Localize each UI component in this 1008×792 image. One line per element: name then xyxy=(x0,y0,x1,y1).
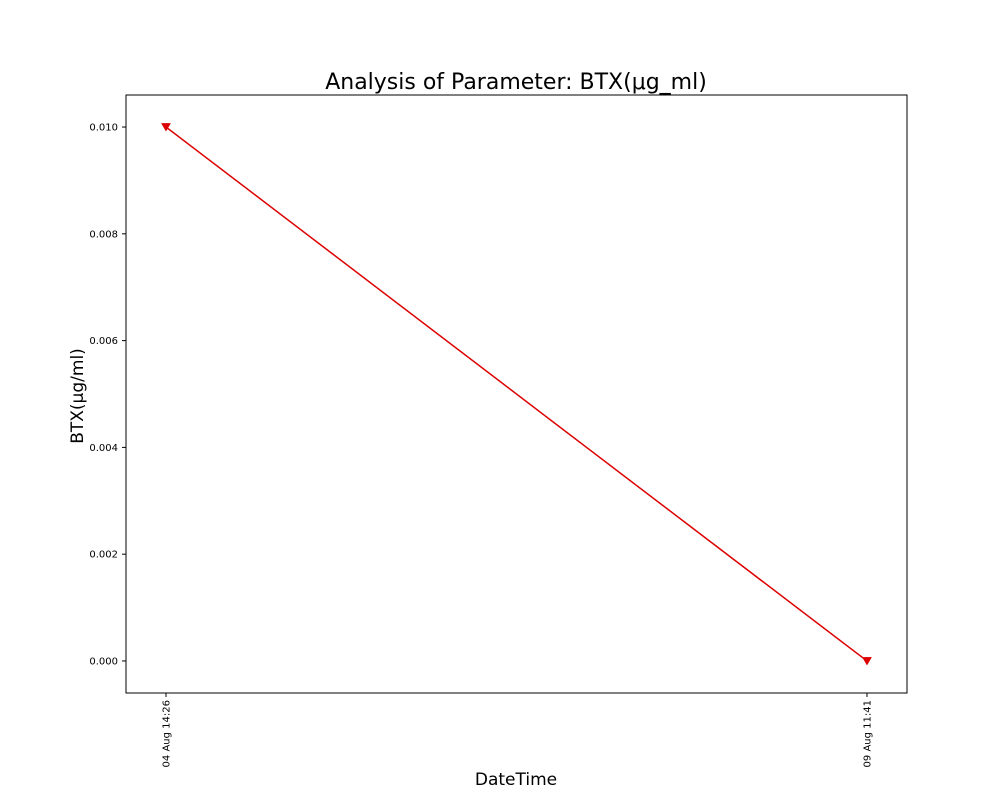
y-tick-label: 0.004 xyxy=(89,443,118,454)
data-point-marker xyxy=(862,657,872,666)
y-tick-label: 0.010 xyxy=(89,123,118,134)
chart-title: Analysis of Parameter: BTX(μg_ml) xyxy=(325,70,707,95)
y-tick-label: 0.002 xyxy=(89,550,118,561)
x-axis-label: DateTime xyxy=(475,770,557,790)
y-tick-label: 0.006 xyxy=(89,336,118,347)
x-tick-label: 04 Aug 14:26 xyxy=(162,700,173,767)
y-axis-label: BTX(μg/ml) xyxy=(68,348,88,444)
data-point-marker xyxy=(161,123,171,132)
series-line xyxy=(165,126,868,662)
x-tick-label: 09 Aug 11:41 xyxy=(863,700,874,767)
y-axis: 0.000 0.002 0.004 0.006 0.008 0.010 xyxy=(89,123,126,667)
x-axis: 04 Aug 14:26 09 Aug 11:41 xyxy=(162,693,874,767)
y-tick-label: 0.008 xyxy=(89,229,118,240)
y-tick-label: 0.000 xyxy=(89,656,118,667)
series-layer xyxy=(161,123,872,666)
